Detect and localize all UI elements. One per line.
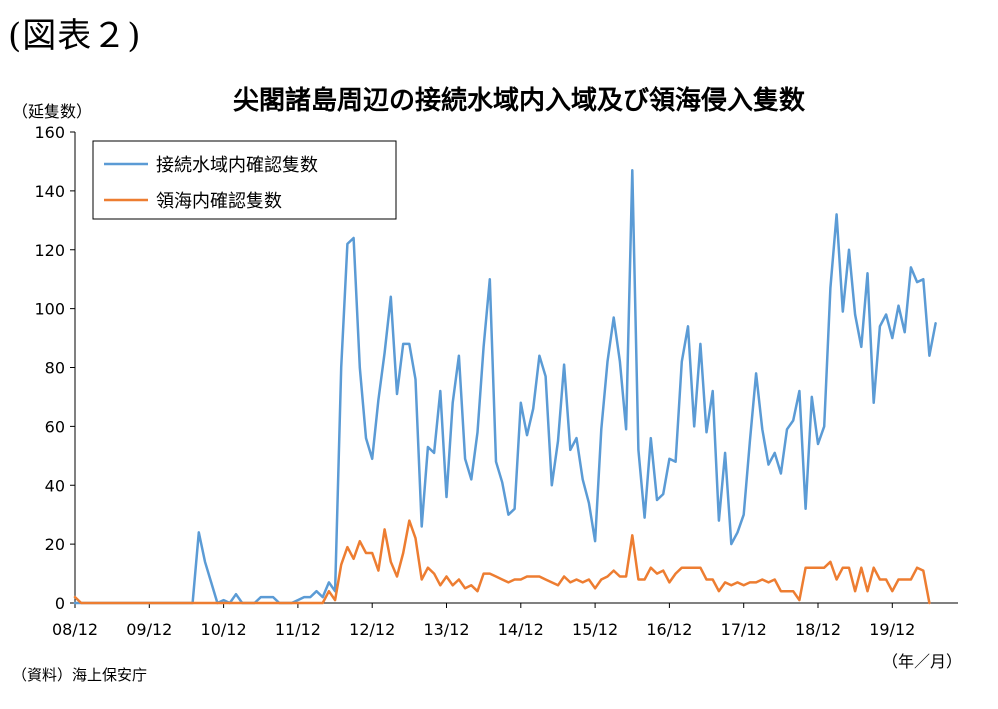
x-tick-label: 08/12 [52, 620, 98, 639]
y-tick-label: 100 [34, 300, 65, 319]
y-tick-label: 60 [45, 417, 65, 436]
x-tick-label: 19/12 [869, 620, 915, 639]
y-axis-label: （延隻数） [12, 102, 93, 121]
chart-axes: 0 20 40 60 80 100 120 140 160 08/12 09/12 10/12 11/1… [34, 123, 958, 639]
legend-entry-label: 接続水域内確認隻数 [156, 155, 318, 176]
series-line-1 [73, 169, 937, 605]
y-tick-label: 160 [34, 123, 65, 142]
x-tick-label: 10/12 [201, 620, 247, 639]
x-tick-label: 18/12 [795, 620, 841, 639]
x-tick-label: 15/12 [572, 620, 618, 639]
y-tick-label: 140 [34, 182, 65, 201]
source-note: （資料）海上保安庁 [12, 666, 148, 684]
x-tick-label: 13/12 [423, 620, 469, 639]
chart-title: 尖閣諸島周辺の接続水域内入域及び領海侵入隻数 [232, 86, 805, 116]
figure-label: (図表２) [8, 16, 142, 56]
series-line-2 [73, 519, 931, 605]
y-tick-label: 80 [45, 359, 65, 378]
y-tick-label: 0 [55, 594, 65, 613]
legend-box [92, 140, 397, 220]
x-tick-label: 12/12 [349, 620, 395, 639]
chart-series [73, 169, 937, 605]
y-tick-label: 20 [45, 535, 65, 554]
x-axis-unit-label: （年／月） [881, 652, 962, 671]
x-tick-label: 11/12 [275, 620, 321, 639]
x-tick-label: 09/12 [126, 620, 172, 639]
y-tick-label: 120 [34, 241, 65, 260]
legend-entry-label: 領海内確認隻数 [156, 191, 282, 212]
x-tick-label: 14/12 [498, 620, 544, 639]
y-tick-label: 40 [45, 476, 65, 495]
x-tick-label: 17/12 [721, 620, 767, 639]
x-tick-label: 16/12 [646, 620, 692, 639]
